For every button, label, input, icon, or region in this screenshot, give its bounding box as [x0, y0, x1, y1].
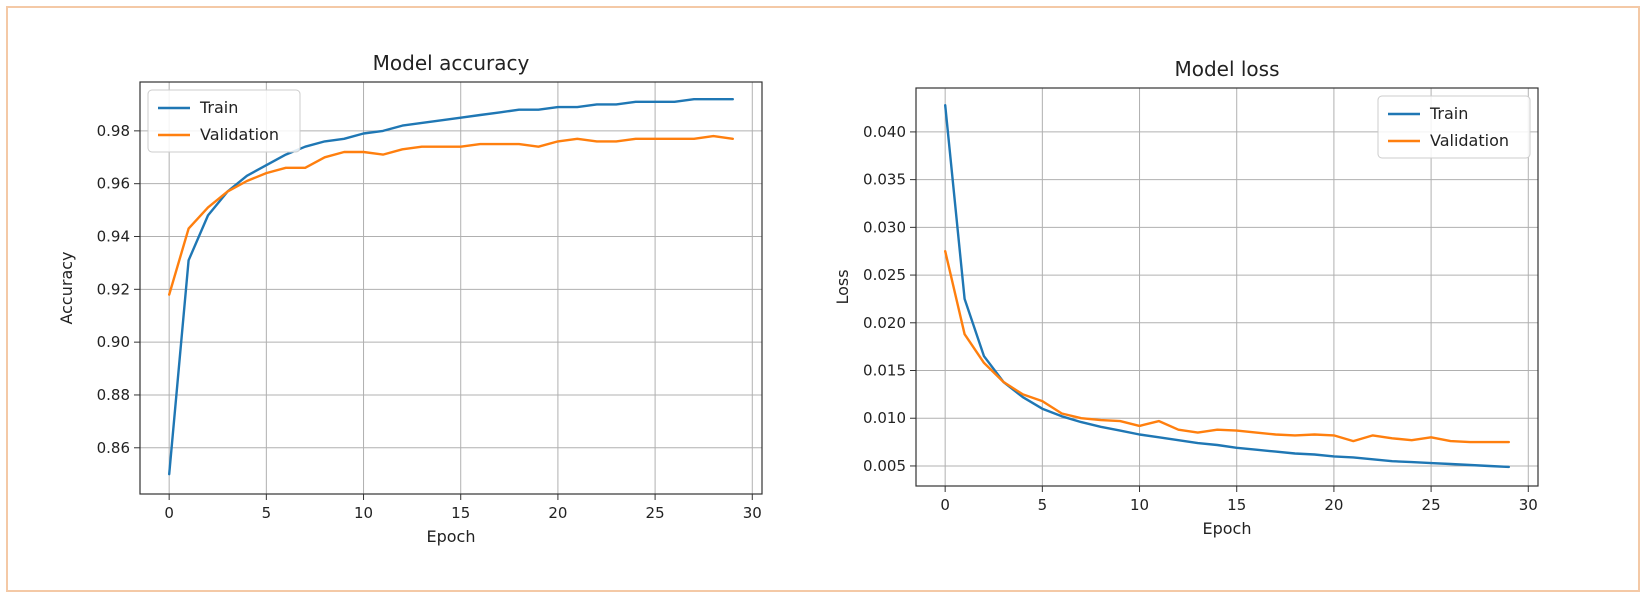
loss-xtick-label-6: 30 — [1519, 496, 1538, 514]
loss-ytick-label-0: 0.005 — [863, 457, 906, 475]
accuracy-ytick-label-6: 0.98 — [97, 122, 130, 140]
loss-xtick-label-2: 10 — [1130, 496, 1149, 514]
accuracy-legend-label-train: Train — [199, 98, 238, 117]
accuracy-chart: 0 5 10 15 20 25 30 0.86 0.88 0.90 0.92 0.94 0.96 0.98… — [57, 51, 762, 546]
accuracy-legend: Train Validation — [148, 90, 300, 152]
accuracy-series-line-train — [169, 99, 733, 474]
accuracy-xtick-label-2: 10 — [354, 504, 373, 522]
accuracy-xtick-label-4: 20 — [548, 504, 567, 522]
accuracy-ytick-label-3: 0.92 — [97, 280, 130, 298]
loss-y-axis-label: Loss — [833, 269, 852, 304]
accuracy-ytick-label-5: 0.96 — [97, 175, 130, 193]
accuracy-ytick-label-1: 0.88 — [97, 386, 130, 404]
accuracy-xtick-label-6: 30 — [743, 504, 762, 522]
accuracy-x-axis-label: Epoch — [427, 527, 476, 546]
loss-series-line-train — [945, 105, 1509, 467]
loss-ytick-label-7: 0.040 — [863, 123, 906, 141]
accuracy-ytick-label-4: 0.94 — [97, 228, 130, 246]
loss-ytick-label-6: 0.035 — [863, 171, 906, 189]
loss-series-line-validation — [945, 251, 1509, 442]
loss-xtick-label-0: 0 — [940, 496, 950, 514]
loss-legend-label-train: Train — [1429, 104, 1468, 123]
loss-xtick-label-4: 20 — [1324, 496, 1343, 514]
loss-chart-title: Model loss — [1174, 57, 1279, 81]
loss-legend: Train Validation — [1378, 96, 1530, 158]
loss-xtick-label-1: 5 — [1038, 496, 1048, 514]
loss-xtick-label-3: 15 — [1227, 496, 1246, 514]
accuracy-xtick-label-3: 15 — [451, 504, 470, 522]
loss-ytick-label-1: 0.010 — [863, 409, 906, 427]
accuracy-xtick-label-1: 5 — [262, 504, 272, 522]
accuracy-xtick-label-5: 25 — [646, 504, 665, 522]
accuracy-ytick-label-2: 0.90 — [97, 333, 130, 351]
loss-legend-label-validation: Validation — [1430, 131, 1509, 150]
accuracy-series-line-validation — [169, 136, 733, 295]
loss-ytick-label-3: 0.020 — [863, 314, 906, 332]
accuracy-y-axis-label: Accuracy — [57, 251, 76, 324]
accuracy-xtick-label-0: 0 — [164, 504, 174, 522]
accuracy-chart-title: Model accuracy — [373, 51, 530, 75]
loss-x-axis-label: Epoch — [1203, 519, 1252, 538]
loss-ytick-label-5: 0.030 — [863, 218, 906, 236]
loss-ytick-label-2: 0.015 — [863, 362, 906, 380]
loss-ytick-label-4: 0.025 — [863, 266, 906, 284]
loss-xtick-label-5: 25 — [1422, 496, 1441, 514]
loss-chart: 0 5 10 15 20 25 30 0.005 0.010 0.015 0.020 0.025 0.0… — [833, 57, 1538, 538]
accuracy-legend-label-validation: Validation — [200, 125, 279, 144]
accuracy-ytick-label-0: 0.86 — [97, 439, 130, 457]
